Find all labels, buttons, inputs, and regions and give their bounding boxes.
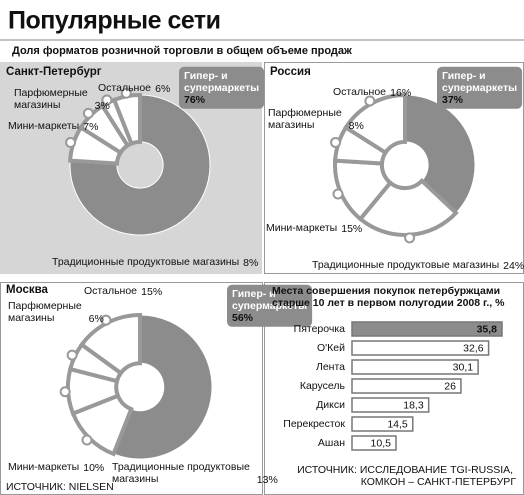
slice-label: Гипер- и супермаркеты [232,288,307,312]
value-label: 35,8 [477,323,498,335]
category-label: Пятерочка [294,323,346,335]
leader-dot [81,434,93,446]
value-label: 6% [155,83,170,95]
slice-label: Остальное [98,82,151,94]
slice-label: Остальное [84,285,137,297]
value-label: 6% [89,313,104,325]
leader-dot [404,232,416,244]
slice-label: Остальное [333,86,386,98]
value-label: 15% [341,223,362,235]
source: ИСТОЧНИК: NIELSEN [6,481,114,493]
leader-dot [120,87,132,99]
value-label: 26 [444,380,456,392]
chart-title: Места совершения покупок петербуржцами с… [272,285,505,309]
category-label: О'Кей [317,342,345,354]
slice-label: Традиционные продуктовые магазины [312,259,499,271]
slice-label: Парфюмерные магазины [8,300,85,324]
value-label: 7% [83,121,98,133]
pie-slice [78,312,142,376]
leader-dot [330,136,342,148]
pie-slice [69,94,211,236]
value-label: 10% [83,462,104,474]
leader-dot [82,107,94,119]
value-label: 10,5 [371,437,392,449]
value-label: 37% [442,94,464,106]
page-subtitle: Доля форматов розничной торговли в общем… [12,45,352,57]
slice-label: Гипер- и супермаркеты [184,70,259,94]
slice-label: Мини-маркеты [266,222,337,234]
value-label: 15% [141,286,162,298]
value-label: 18,3 [403,399,424,411]
value-label: 30,1 [453,361,474,373]
bar [351,397,430,413]
pie-slice [112,314,213,460]
value-label: 13% [257,474,278,486]
bar [351,340,490,356]
bar [351,416,414,432]
category-label: Ашан [318,437,345,449]
category-label: Перекресток [283,418,345,430]
chart-title: Санкт-Петербург [6,66,102,78]
value-label: 8% [243,257,258,269]
slice-label: Мини-маркеты [8,461,79,473]
bar [351,321,503,337]
value-label: 16% [390,87,411,99]
value-label: 76% [184,94,206,106]
leader-dot [332,188,344,200]
leader-dot [100,314,112,326]
leader-dot [66,349,78,361]
leader-dot [59,386,71,398]
leader-dot [364,95,376,107]
chart-title: Москва [6,284,49,296]
pie-slice [343,92,407,156]
bar [351,378,462,394]
bar [351,359,479,375]
slice-label: Парфюмерные магазины [14,87,91,111]
value-label: 8% [349,120,364,132]
page-title: Популярные сети [8,7,221,35]
category-label: Дикси [316,399,345,411]
slice-label: Традиционные продуктовые магазины [52,256,239,268]
pie-slice [357,177,459,237]
slice-label: Мини-маркеты [8,120,79,132]
slice-label: ИСТОЧНИК: ИССЛЕДОВАНИЕ TGI-RUSSIA, КОМКО… [297,464,516,488]
label-box [437,66,523,109]
slice-label: Гипер- и супермаркеты [442,70,517,94]
leader-dot [65,136,77,148]
value-label: 32,6 [463,342,484,354]
label-box [179,66,265,109]
value-label: 56% [232,312,254,324]
slice-label: Традиционные продуктовые магазины [112,461,253,485]
value-label: 3% [95,100,110,112]
category-label: Карусель [300,380,346,392]
leader-dot [101,94,113,106]
chart-title: Россия [270,66,311,78]
slice-label: Парфюмерные магазины [268,107,345,131]
value-label: 24% [503,260,524,272]
value-label: 14,5 [387,418,408,430]
category-label: Лента [316,361,345,373]
label-box [227,284,313,327]
bar [351,435,397,451]
